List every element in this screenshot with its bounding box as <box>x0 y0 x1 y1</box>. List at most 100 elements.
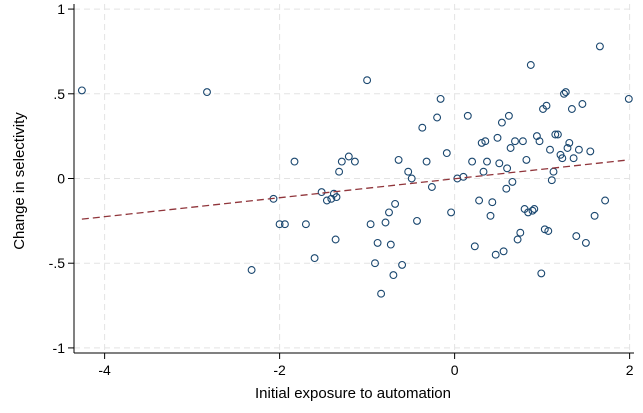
data-point <box>77 86 86 95</box>
data-point <box>436 94 445 103</box>
data-point <box>524 208 533 217</box>
data-point <box>574 145 583 154</box>
data-point <box>488 198 497 207</box>
data-point <box>567 105 576 113</box>
data-point <box>503 164 512 173</box>
data-point <box>590 211 599 220</box>
data-point <box>447 208 456 217</box>
data-point <box>499 247 508 256</box>
data-point <box>404 167 413 176</box>
data-point <box>565 138 574 147</box>
data-point <box>418 123 427 132</box>
data-point <box>479 167 488 176</box>
data-point <box>535 137 544 146</box>
data-point <box>491 250 500 259</box>
data-point <box>381 218 390 227</box>
data-point <box>578 100 587 108</box>
y-tick-label: -1 <box>53 340 66 356</box>
data-point <box>581 238 590 247</box>
data-point <box>371 259 379 268</box>
x-tick-label: -4 <box>98 362 111 378</box>
grid <box>74 4 634 353</box>
data-point <box>280 220 289 229</box>
y-tick-label: 0 <box>57 171 65 187</box>
data-point <box>427 183 436 191</box>
data-point <box>549 167 558 176</box>
data-point <box>468 157 477 166</box>
data-point <box>344 152 353 161</box>
data-point <box>389 271 398 280</box>
data-point <box>413 216 421 225</box>
data-point <box>386 240 395 249</box>
data-point <box>586 147 595 156</box>
data-point <box>553 130 562 139</box>
data-point <box>385 208 393 217</box>
y-tick-label: .5 <box>53 86 65 102</box>
data-point <box>329 189 338 198</box>
x-tick-label: 2 <box>626 362 634 378</box>
data-point <box>522 155 531 164</box>
data-point <box>495 159 504 168</box>
data-point <box>290 157 299 166</box>
data-point <box>363 76 372 85</box>
data-point <box>486 211 495 220</box>
data-point <box>483 157 491 166</box>
data-point <box>493 133 502 142</box>
data-point <box>203 88 211 97</box>
data-point <box>526 61 535 69</box>
data-point <box>335 167 344 176</box>
data-point <box>506 144 515 152</box>
data-point <box>275 220 284 229</box>
data-point <box>377 289 386 298</box>
data-point <box>558 154 567 163</box>
data-point <box>337 157 346 166</box>
x-axis-label: Initial exposure to automation <box>255 385 451 402</box>
data-point <box>394 155 403 164</box>
data-point <box>317 188 326 197</box>
data-point <box>322 196 331 205</box>
data-point <box>560 89 568 98</box>
data-point <box>481 137 490 146</box>
data-point <box>433 113 442 122</box>
data-point <box>601 196 610 205</box>
data-point <box>551 130 560 139</box>
data-point <box>442 149 451 158</box>
data-point <box>502 184 511 193</box>
y-tick-label: 1 <box>57 1 65 17</box>
y-axis-label: Change in selectivity <box>11 112 28 250</box>
data-point <box>477 138 486 147</box>
data-point <box>542 101 551 110</box>
data-point <box>504 111 513 120</box>
data-point <box>373 238 382 247</box>
data-point <box>561 88 570 97</box>
data-point <box>569 154 578 163</box>
data-point <box>528 206 537 215</box>
x-ticks: -4 -2 0 2 <box>98 353 634 378</box>
data-point <box>310 254 319 263</box>
x-tick-label: -2 <box>273 362 286 378</box>
data-point <box>547 176 556 185</box>
data-point <box>513 235 522 244</box>
data-point <box>470 242 479 251</box>
data-point <box>518 137 527 146</box>
data-point <box>407 174 416 183</box>
data-point <box>350 157 359 166</box>
data-point <box>537 269 546 278</box>
y-tick-label: -.5 <box>49 255 66 271</box>
data-point <box>331 235 340 244</box>
data-point <box>301 220 310 229</box>
data-point <box>463 111 472 120</box>
data-point <box>247 266 256 274</box>
data-point <box>366 220 375 229</box>
data-point <box>546 145 554 154</box>
data-point <box>563 144 572 152</box>
data-point <box>398 260 407 269</box>
data-point <box>516 228 525 237</box>
fit-line-layer <box>81 159 629 220</box>
fit-line <box>81 159 629 220</box>
data-point <box>391 199 400 208</box>
data-point <box>530 205 539 213</box>
y-ticks: 1 .5 0 -.5 -1 <box>49 1 74 356</box>
